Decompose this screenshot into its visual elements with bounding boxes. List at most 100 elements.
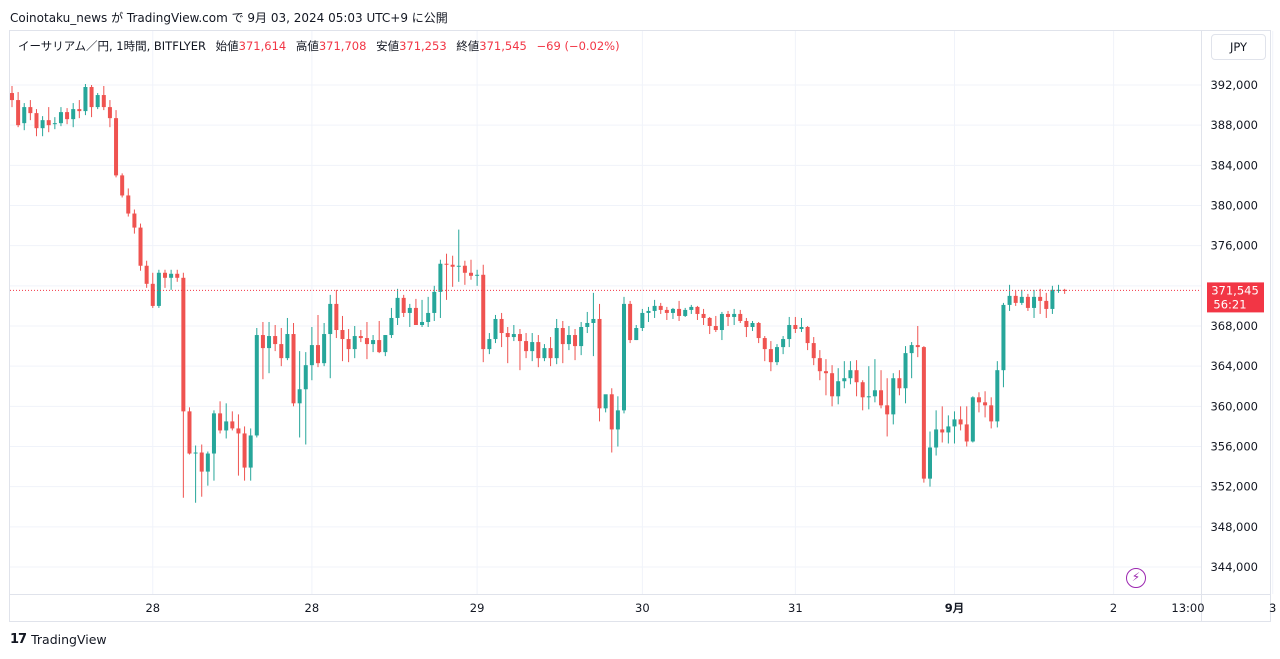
candle-body bbox=[701, 313, 706, 318]
candle-body bbox=[499, 318, 504, 334]
candle-body bbox=[634, 328, 639, 341]
candle-body bbox=[420, 321, 425, 325]
candle-body bbox=[719, 313, 724, 331]
candle-body bbox=[603, 394, 608, 409]
open-label: 始値 bbox=[215, 39, 239, 53]
candle-body bbox=[934, 429, 939, 448]
candle-body bbox=[364, 338, 369, 345]
y-tick-label: 384,000 bbox=[1210, 158, 1258, 172]
candle-body bbox=[946, 426, 951, 433]
candle-body bbox=[848, 370, 853, 379]
candle-body bbox=[22, 107, 27, 124]
candle-body bbox=[726, 313, 731, 317]
y-tick-label: 380,000 bbox=[1210, 199, 1258, 213]
candle-body bbox=[163, 272, 167, 278]
candle-body bbox=[713, 326, 718, 331]
candle-body bbox=[548, 348, 553, 359]
close-label: 終値 bbox=[456, 39, 480, 53]
symbol-title: イーサリアム／円, 1時間, BITFLYER bbox=[18, 39, 206, 53]
x-tick-label: 9月 bbox=[945, 601, 965, 615]
candle-body bbox=[279, 344, 284, 359]
y-tick-label: 344,000 bbox=[1210, 560, 1258, 574]
candle-body bbox=[615, 410, 620, 430]
candle-body bbox=[456, 265, 461, 267]
tradingview-logo[interactable]: 𝟭𝟳 TradingView bbox=[10, 632, 107, 647]
candle-body bbox=[438, 263, 443, 292]
y-tick-label: 392,000 bbox=[1210, 78, 1258, 92]
candle-body bbox=[664, 309, 669, 313]
candle-body bbox=[358, 336, 363, 339]
candle-body bbox=[193, 452, 198, 454]
candle-body bbox=[983, 402, 988, 406]
candle-body bbox=[291, 334, 296, 404]
y-tick-label: 376,000 bbox=[1210, 239, 1258, 253]
candle-body bbox=[628, 303, 633, 341]
candle-body bbox=[591, 318, 596, 323]
candle-body bbox=[964, 424, 969, 442]
candle-body bbox=[750, 322, 755, 328]
candle-body bbox=[169, 273, 174, 278]
lightning-icon[interactable]: ⚡ bbox=[1126, 568, 1146, 588]
candle-body bbox=[775, 347, 779, 363]
candle-body bbox=[205, 453, 210, 472]
candle-body bbox=[762, 338, 767, 350]
candle-body bbox=[732, 313, 737, 317]
candle-body bbox=[597, 318, 602, 409]
x-tick-label: 30 bbox=[635, 601, 650, 615]
candle-body bbox=[1044, 300, 1049, 309]
candle-body bbox=[156, 272, 161, 306]
candle-body bbox=[413, 307, 418, 325]
x-tick-label: 28 bbox=[145, 601, 160, 615]
candle-body bbox=[915, 345, 920, 348]
open-value: 371,614 bbox=[238, 39, 287, 53]
candle-body bbox=[524, 341, 529, 352]
candle-body bbox=[46, 120, 51, 126]
candle-body bbox=[95, 95, 100, 108]
candle-body bbox=[401, 297, 406, 313]
candle-body bbox=[462, 265, 467, 273]
candle-body bbox=[768, 349, 773, 363]
candle-body bbox=[793, 324, 798, 330]
y-tick-label: 348,000 bbox=[1210, 520, 1258, 534]
candle-body bbox=[585, 322, 590, 328]
candle-body bbox=[297, 389, 302, 404]
candle-body bbox=[542, 348, 547, 359]
candle-body bbox=[738, 313, 743, 321]
candle-body bbox=[322, 334, 327, 364]
y-tick-label: 360,000 bbox=[1210, 399, 1258, 413]
candle-body bbox=[248, 435, 253, 468]
candle-body bbox=[383, 335, 388, 353]
candle-body bbox=[1007, 295, 1012, 305]
candle-body bbox=[426, 312, 431, 322]
candle-body bbox=[560, 328, 565, 345]
candle-body bbox=[989, 405, 994, 422]
candle-body bbox=[646, 310, 651, 313]
candle-body bbox=[475, 274, 480, 276]
currency-button[interactable]: JPY bbox=[1211, 34, 1266, 60]
candle-body bbox=[860, 382, 865, 398]
candle-body bbox=[836, 381, 841, 397]
candle-body bbox=[903, 353, 908, 389]
candle-body bbox=[16, 100, 21, 126]
candle-body bbox=[377, 340, 382, 353]
y-tick-label: 356,000 bbox=[1210, 440, 1258, 454]
y-tick-label: 352,000 bbox=[1210, 480, 1258, 494]
candle-body bbox=[830, 373, 835, 397]
publish-header: Coinotaku_news が TradingView.com で 9月 03… bbox=[0, 0, 1280, 30]
candle-body bbox=[897, 378, 902, 389]
candle-body bbox=[879, 390, 884, 406]
candle-body bbox=[487, 339, 492, 350]
candle-body bbox=[1013, 295, 1018, 303]
candle-body bbox=[1038, 296, 1043, 301]
candle-body bbox=[28, 107, 33, 114]
candle-body bbox=[530, 342, 535, 352]
candle-body bbox=[707, 317, 712, 326]
candle-body bbox=[218, 413, 223, 431]
candle-body bbox=[175, 273, 180, 278]
candle-body bbox=[872, 390, 877, 397]
candle-body bbox=[1056, 289, 1061, 291]
candle-body bbox=[1019, 296, 1024, 303]
candle-body bbox=[511, 334, 516, 338]
candle-body bbox=[267, 336, 272, 349]
